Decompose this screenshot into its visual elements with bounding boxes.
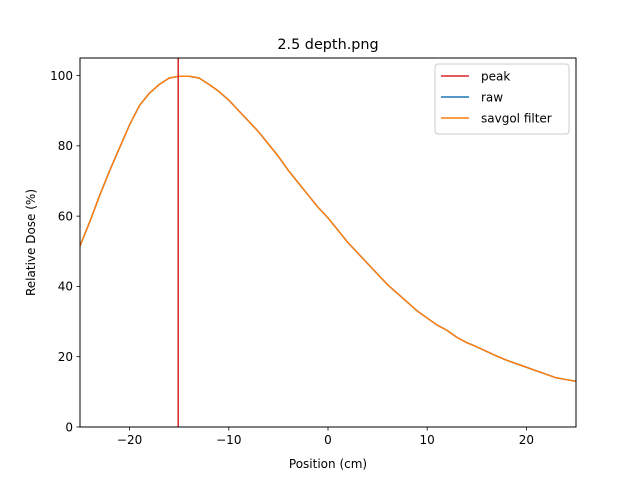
y-tick-label: 60 — [58, 209, 73, 223]
y-axis-label: Relative Dose (%) — [24, 189, 38, 296]
legend-label-savgol-filter: savgol filter — [481, 111, 552, 125]
x-tick-label: −10 — [216, 433, 241, 447]
y-tick-label: 80 — [58, 139, 73, 153]
legend-label-peak: peak — [481, 69, 510, 83]
y-tick-label: 40 — [58, 280, 73, 294]
x-tick-label: −20 — [117, 433, 142, 447]
x-axis-ticks: −20 −10 0 10 20 — [117, 427, 534, 447]
chart-title: 2.5 depth.png — [277, 37, 378, 53]
plot-series-layer — [80, 58, 576, 427]
y-tick-label: 0 — [65, 420, 73, 434]
x-axis-label: Position (cm) — [289, 457, 367, 471]
legend-label-raw: raw — [481, 90, 503, 104]
legend-box — [434, 63, 570, 135]
x-tick-label: 0 — [324, 433, 332, 447]
legend: peak raw savgol filter — [434, 63, 570, 135]
y-tick-label: 20 — [58, 350, 73, 364]
x-tick-label: 20 — [519, 433, 534, 447]
series-line-savgol-filter — [80, 75, 576, 383]
x-tick-label: 10 — [420, 433, 435, 447]
y-axis-ticks: 0 20 40 60 80 100 — [50, 69, 80, 434]
y-tick-label: 100 — [50, 69, 73, 83]
